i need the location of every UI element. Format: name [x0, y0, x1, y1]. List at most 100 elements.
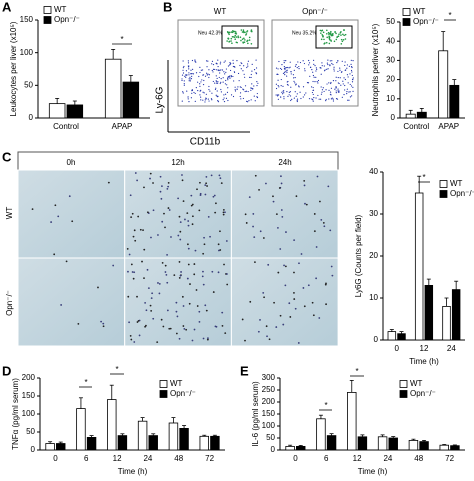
- dot: [247, 101, 249, 103]
- x-tick-label: APAP: [438, 122, 459, 131]
- dot: [335, 38, 338, 41]
- dot: [312, 71, 314, 73]
- cell: [293, 298, 296, 300]
- bar: [137, 420, 148, 451]
- bar: [387, 331, 397, 341]
- dot: [319, 29, 322, 32]
- dot: [281, 93, 284, 95]
- dot: [344, 33, 347, 36]
- dot: [240, 39, 242, 42]
- dot: [290, 86, 292, 88]
- dot: [219, 69, 221, 72]
- cell: [182, 325, 185, 327]
- cell: [152, 317, 155, 320]
- cell: [163, 212, 165, 215]
- bar: [357, 436, 368, 451]
- dot: [212, 80, 214, 83]
- dot: [335, 87, 337, 89]
- dot: [318, 98, 320, 100]
- dot: [275, 83, 277, 85]
- dot: [349, 91, 351, 93]
- dot: [346, 67, 348, 69]
- dot: [202, 74, 205, 76]
- cell: [222, 211, 225, 214]
- dot: [296, 99, 298, 101]
- dot: [234, 30, 236, 33]
- cell: [224, 332, 227, 334]
- dot: [182, 69, 184, 71]
- x-axis-label: Time (h): [358, 467, 388, 476]
- dot: [317, 94, 319, 97]
- dot: [338, 33, 340, 36]
- dot: [235, 32, 238, 35]
- dot: [337, 76, 339, 79]
- flow-col-label: Opn⁻/⁻: [302, 7, 328, 16]
- cell: [187, 224, 190, 227]
- cell: [202, 283, 205, 286]
- cell: [254, 174, 257, 177]
- dot: [289, 66, 291, 68]
- dot: [225, 79, 227, 82]
- y-axis-label: IL-6 (pg/ml serum): [251, 381, 260, 447]
- dot: [346, 64, 349, 66]
- dot: [284, 73, 286, 76]
- dot: [186, 90, 188, 92]
- dot: [279, 67, 282, 70]
- cell: [149, 177, 151, 180]
- cell: [149, 172, 152, 175]
- dot: [225, 71, 227, 74]
- bar: [122, 81, 140, 119]
- dot: [242, 30, 245, 33]
- dot: [351, 95, 353, 97]
- y-tick-label: 20: [369, 251, 378, 260]
- y-tick-label: 150: [22, 391, 36, 400]
- dot: [246, 30, 249, 32]
- dot: [336, 98, 339, 100]
- cell: [182, 200, 185, 203]
- dot: [219, 72, 221, 74]
- cell: [157, 234, 159, 236]
- dot: [226, 91, 229, 93]
- y-tick-label: 50: [24, 80, 33, 89]
- cell: [324, 283, 327, 286]
- bar: [397, 333, 406, 341]
- dot: [340, 34, 342, 36]
- dot: [350, 69, 353, 72]
- dot: [342, 33, 344, 36]
- dot: [293, 97, 295, 99]
- dot: [182, 67, 185, 69]
- cell: [281, 215, 284, 218]
- dot: [256, 81, 258, 83]
- legend-swatch: [399, 380, 408, 388]
- cell: [312, 314, 315, 317]
- dot: [325, 89, 327, 91]
- dot: [320, 73, 322, 75]
- gate-label: Neu 35.2%: [292, 30, 317, 36]
- dot: [313, 96, 315, 99]
- dot: [352, 60, 354, 62]
- dot: [346, 74, 349, 76]
- dot: [323, 38, 325, 41]
- dot: [227, 38, 230, 40]
- dot: [351, 81, 354, 83]
- flow-col-label: WT: [214, 7, 227, 16]
- dot: [332, 100, 335, 102]
- dot: [285, 60, 287, 62]
- dot: [181, 79, 183, 82]
- cell: [107, 181, 110, 184]
- dot: [255, 73, 258, 75]
- dot: [250, 87, 252, 89]
- cell: [219, 230, 221, 233]
- dot: [298, 68, 300, 70]
- cell: [222, 208, 225, 211]
- dot: [197, 89, 199, 92]
- x-tick-label: 24: [143, 454, 152, 463]
- dot: [248, 36, 251, 39]
- cell: [320, 218, 323, 221]
- cell: [50, 221, 53, 223]
- dot: [231, 42, 233, 45]
- dot: [275, 94, 277, 96]
- cell: [315, 277, 318, 280]
- x-tick-label: 12: [420, 344, 429, 353]
- legend-swatch: [402, 8, 411, 16]
